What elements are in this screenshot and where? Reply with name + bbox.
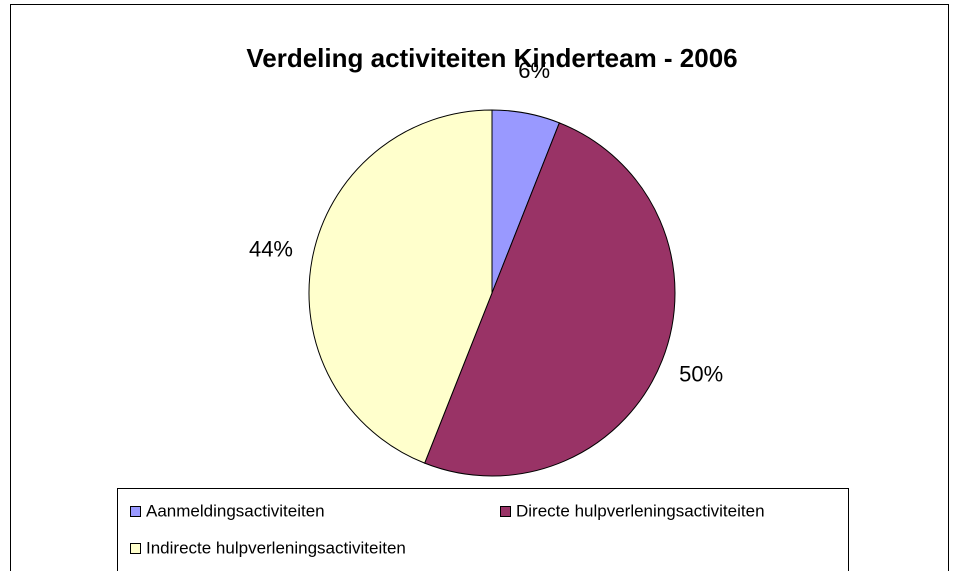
pie-slice (423, 122, 676, 477)
data-label: 44% (249, 237, 293, 262)
legend-label: Aanmeldingsactiviteiten (146, 501, 325, 520)
legend-label: Directe hulpverleningsactiviteiten (516, 501, 765, 520)
legend-label: Indirecte hulpverleningsactiviteiten (146, 538, 406, 557)
legend-swatch (500, 506, 511, 517)
chart-title: Verdeling activiteiten Kinderteam - 2006 (246, 43, 737, 73)
data-label: 50% (679, 362, 723, 387)
data-label: 6% (518, 58, 550, 83)
pie-slice (308, 109, 493, 464)
legend-swatch (130, 543, 141, 554)
legend-box (117, 488, 849, 571)
legend-swatch (130, 506, 141, 517)
